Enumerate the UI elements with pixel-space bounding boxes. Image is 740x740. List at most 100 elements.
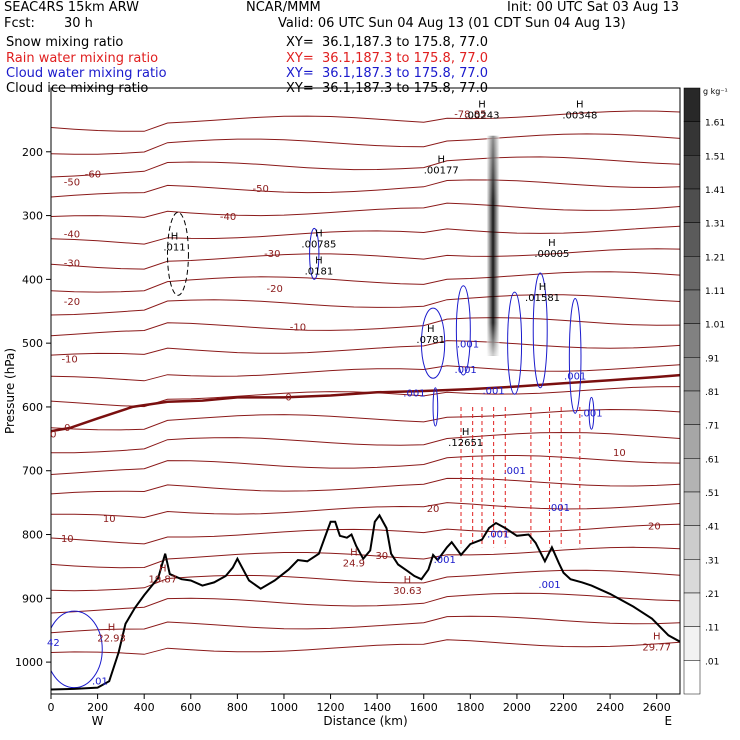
terrain-line	[51, 513, 680, 691]
x-tick-label: 1400	[363, 701, 391, 714]
temperature-label: 0	[50, 430, 56, 441]
high-marker-value: .00348	[562, 111, 597, 122]
model-title: SEAC4RS 15km ARW	[4, 0, 140, 15]
colorbar-swatch	[683, 559, 701, 594]
cloud-water-contour	[420, 307, 446, 379]
colorbar-label: .61	[705, 455, 719, 465]
high-marker-value: .011	[163, 243, 185, 254]
colorbar-swatch	[683, 121, 701, 156]
colorbar-label: .51	[705, 489, 719, 499]
colorbar-swatch	[683, 357, 701, 392]
cloud-water-label: 42	[47, 638, 60, 649]
high-marker: H.0181	[305, 255, 334, 277]
colorbar-swatch	[683, 660, 701, 695]
colorbar-swatch	[683, 289, 701, 324]
colorbar-swatch	[683, 424, 701, 459]
colorbar-unit: g kg⁻¹	[703, 87, 728, 96]
cloud-water-label: .001	[548, 503, 570, 514]
high-marker-value: .00243	[464, 111, 499, 122]
temperature-label: -78.85	[454, 109, 486, 120]
high-marker: H.0781	[416, 324, 445, 346]
field-xy-rain: XY= 36.1,187.3 to 175.8, 77.0	[286, 51, 489, 66]
cloud-water-label: .001	[434, 555, 456, 566]
field-xy-cloud-water: XY= 36.1,187.3 to 175.8, 77.0	[286, 66, 489, 81]
colorbar-label: .01	[705, 657, 719, 667]
isotherm-line	[51, 294, 680, 316]
isotherm-line	[51, 179, 680, 198]
temperature-label: -10	[61, 354, 77, 365]
colorbar-swatch	[683, 626, 701, 661]
temperature-label: -60	[85, 169, 101, 180]
high-marker-letter: H	[539, 282, 547, 293]
temperature-label: 0	[64, 423, 70, 434]
field-name-snow: Snow mixing ratio	[6, 35, 124, 50]
x-tick-label: 400	[134, 701, 155, 714]
isotherm-line	[51, 271, 680, 293]
temperature-label: 20	[648, 521, 661, 532]
colorbar-swatch	[683, 458, 701, 493]
org-label: NCAR/MMM	[246, 0, 321, 15]
high-marker-value: 19.87	[149, 574, 178, 585]
cloud-ice-column-fade	[486, 135, 500, 356]
high-marker: H.011	[163, 232, 185, 254]
temperature-label: -40	[64, 229, 80, 240]
y-tick-label: 600	[22, 401, 43, 414]
colorbar-label: 1.51	[705, 152, 725, 162]
high-marker: H.00785	[301, 228, 336, 250]
isotherm-line	[51, 133, 680, 155]
x-tick-label: 1800	[456, 701, 484, 714]
temperature-label: 10	[103, 514, 116, 525]
forecast-label: Fcst:	[4, 16, 35, 31]
high-marker-value: .00785	[301, 239, 336, 250]
x-tick-label: 1200	[317, 701, 345, 714]
colorbar-label: 1.11	[705, 287, 725, 297]
field-name-rain: Rain water mixing ratio	[6, 51, 159, 66]
cloud-water-label: .001	[487, 530, 509, 541]
high-marker-value: 24.9	[343, 558, 365, 569]
colorbar-swatch	[683, 155, 701, 190]
isotherm-line	[51, 248, 680, 270]
isotherm-line	[51, 431, 680, 454]
temperature-label: -50	[252, 184, 268, 195]
isotherm-line	[51, 592, 680, 614]
y-tick-label: 400	[22, 273, 43, 286]
high-marker-value: 22.93	[97, 634, 126, 645]
colorbar-label: 1.01	[705, 321, 725, 331]
high-marker-letter: H	[437, 154, 445, 165]
high-marker-value: .00005	[534, 249, 569, 260]
isotherm-line	[51, 202, 680, 218]
high-marker: H.12651	[448, 427, 483, 449]
x-tick-label: 0	[48, 701, 55, 714]
x-tick-label: 2400	[596, 701, 624, 714]
x-tick-label: 2200	[550, 701, 578, 714]
cloud-water-label: .001	[482, 386, 504, 397]
x-tick-label: 1600	[410, 701, 438, 714]
high-marker-letter: H	[171, 232, 179, 243]
isotherm-line	[51, 639, 680, 655]
colorbar-swatch	[683, 525, 701, 560]
y-tick-label: 200	[22, 146, 43, 159]
temperature-label: -30	[264, 249, 280, 260]
high-marker-value: 29.77	[642, 643, 671, 654]
field-name-cloud-water: Cloud water mixing ratio	[6, 66, 167, 81]
snow-contour	[166, 211, 189, 296]
x-tick-label: 200	[87, 701, 108, 714]
high-marker: H24.9	[343, 547, 365, 569]
cloud-water-contour	[51, 610, 103, 689]
colorbar-swatch	[683, 390, 701, 425]
temperature-label: -20	[266, 284, 282, 295]
colorbar-swatch	[683, 491, 701, 526]
colorbar-swatch	[683, 323, 701, 358]
isotherm-line	[51, 110, 680, 132]
isotherm-line	[51, 454, 680, 475]
high-marker-letter: H	[159, 563, 167, 574]
temperature-label: 20	[427, 504, 440, 515]
x-tick-label: 600	[180, 701, 201, 714]
colorbar-swatch	[683, 592, 701, 627]
high-marker-letter: H	[478, 100, 486, 111]
cloud-water-label: .001	[455, 365, 477, 376]
y-tick-label: 800	[22, 529, 43, 542]
cloud-water-contour	[432, 387, 439, 427]
east-label: E	[665, 714, 673, 728]
x-tick-label: 800	[227, 701, 248, 714]
